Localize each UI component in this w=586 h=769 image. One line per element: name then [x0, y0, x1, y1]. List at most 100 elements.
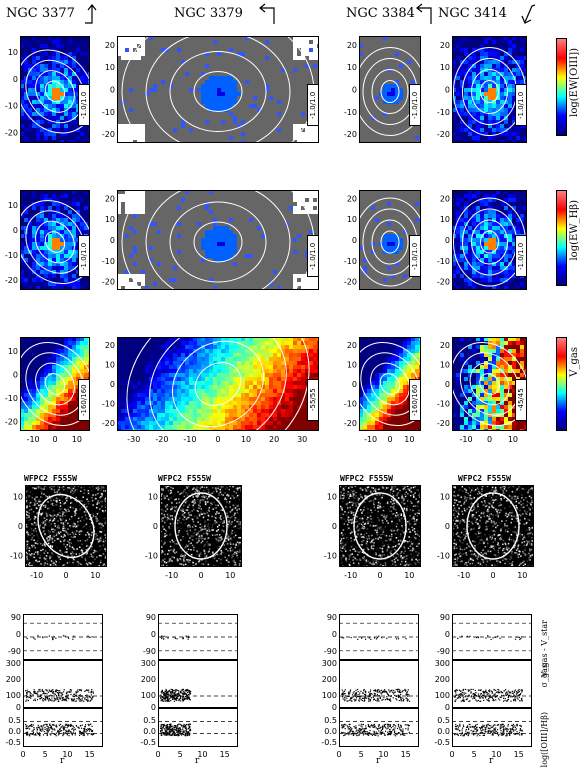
y-tick-label: 0 [332, 522, 337, 531]
x-tick-label: 5 [178, 750, 183, 759]
colorbar-label: log(EW[OIII]) [569, 48, 580, 117]
y-tick-label: -10 [437, 551, 450, 560]
x-tick-label: 5 [43, 750, 48, 759]
y-tick-label: -20 [437, 419, 450, 428]
range-label: -1.0/1.0 [409, 84, 421, 127]
y-tick-label: 10 [440, 360, 450, 369]
y-tick-label: 0 [332, 630, 337, 639]
y-tick-label: 10 [347, 215, 357, 224]
x-tick-label: 0 [490, 571, 495, 580]
y-tick-label: 0.5 [437, 716, 450, 725]
map-panel [117, 190, 319, 290]
map-panel [452, 337, 527, 431]
y-tick-label: -0.5 [321, 738, 337, 747]
x-tick-labels: 0 5 10 15 [449, 750, 523, 759]
y-tick-label: 300 [322, 659, 337, 668]
x-tick-label: 15 [220, 750, 230, 759]
range-label: -160/160 [409, 379, 421, 422]
x-tick-label: -10 [30, 571, 43, 580]
range-label: -1.0/1.0 [409, 235, 421, 277]
y-tick-label: -90 [324, 647, 337, 656]
x-tick-label: -10 [364, 435, 377, 444]
x-tick-labels: -10 0 10 [457, 571, 527, 580]
y-tick-label: 0 [16, 703, 21, 712]
x-tick-label: 10 [404, 435, 414, 444]
y-tick-label: -10 [145, 551, 158, 560]
range-label: -1.0/1.0 [78, 235, 90, 277]
y-tick-label: -20 [344, 278, 357, 287]
wfpc2-title: WFPC2 F555W [340, 474, 393, 483]
y-tick-label: -10 [344, 400, 357, 409]
x-tick-label: 10 [508, 435, 518, 444]
y-tick-label: -10 [102, 108, 115, 117]
y-tick-label: -10 [324, 551, 337, 560]
y-tick-label: -10 [344, 257, 357, 266]
x-tick-label: 10 [241, 435, 251, 444]
map-svg [117, 337, 319, 431]
y-tick-label: 0.0 [437, 727, 450, 736]
y-tick-labels: 20 10 0 -10 -20 [102, 341, 115, 428]
y-tick-labels: 20 10 0 -10 -20 [437, 341, 450, 428]
y-tick-labels: 20 10 0 -10 -20 [102, 194, 115, 286]
y-tick-label: 90 [146, 613, 156, 622]
galaxy-title: NGC 3384 [346, 6, 415, 21]
y-tick-label: 0 [445, 86, 450, 95]
y-tick-label: -10 [102, 400, 115, 409]
colorbar-label: log(EW_Hβ) [569, 200, 580, 261]
y-tick-labels: 20 10 0 -10 -20 [102, 41, 115, 139]
map-svg [452, 337, 527, 431]
map-svg [117, 36, 319, 143]
y-tick-label: 0.0 [324, 727, 337, 736]
x-tick-label: 10 [404, 571, 414, 580]
range-label: -1.0/1.0 [78, 84, 90, 127]
x-axis-label: r [489, 756, 494, 766]
y-tick-label: 0.0 [143, 727, 156, 736]
x-tick-label: 0 [377, 571, 382, 580]
x-tick-label: 0 [198, 571, 203, 580]
range-label: -1.0/1.0 [515, 84, 527, 127]
y-tick-labels: 20 10 0 -10 -20 [344, 341, 357, 428]
galaxy-title: NGC 3414 [438, 6, 507, 21]
x-axis-label: r [60, 756, 65, 766]
y-tick-label: 10 [105, 215, 115, 224]
y-tick-label: 0 [18, 522, 23, 531]
y-tick-labels: 90 0 -90 300 200 100 0 0.5 0.0 -0.5 [434, 613, 450, 747]
x-tick-label: 10 [378, 750, 388, 759]
y-tick-label: 0 [445, 522, 450, 531]
y-tick-label: -0.5 [5, 738, 21, 747]
y-tick-label: 0 [445, 703, 450, 712]
y-tick-label: 10 [440, 493, 450, 502]
y-tick-label: -10 [5, 102, 18, 111]
y-tick-labels: 90 0 -90 300 200 100 0 0.5 0.0 -0.5 [5, 613, 21, 747]
x-tick-label: 10 [72, 435, 82, 444]
y-tick-label: 200 [435, 675, 450, 684]
y-tick-label: 100 [322, 691, 337, 700]
y-tick-label: 20 [105, 41, 115, 50]
y-tick-label: 10 [8, 347, 18, 356]
y-tick-label: -20 [344, 419, 357, 428]
y-tick-label: 20 [347, 194, 357, 203]
y-tick-label: 10 [105, 63, 115, 72]
y-tick-labels: 10 0 -10 [437, 493, 450, 561]
y-tick-label: 10 [105, 360, 115, 369]
map-panel [359, 337, 421, 431]
y-tick-labels: 10 0 -10 [145, 493, 158, 561]
y-tick-label: 20 [105, 341, 115, 350]
y-tick-label: 0.5 [143, 716, 156, 725]
wfpc2-title: WFPC2 F555W [158, 474, 211, 483]
x-tick-label: 0 [387, 435, 392, 444]
y-tick-labels: 10 0 -10 [324, 493, 337, 561]
x-tick-label: -30 [127, 435, 140, 444]
x-tick-labels: 0 5 10 15 [20, 750, 94, 759]
y-tick-label: -20 [5, 418, 18, 427]
colorbar [556, 190, 567, 286]
y-tick-label: 10 [327, 493, 337, 502]
x-tick-label: 10 [491, 750, 501, 759]
wfpc2-title: WFPC2 F555W [24, 474, 77, 483]
y-tick-label: 100 [141, 691, 156, 700]
x-tick-label: -10 [344, 571, 357, 580]
map-svg [117, 190, 319, 290]
y-tick-label: 0 [13, 75, 18, 84]
y-tick-label: 10 [148, 493, 158, 502]
